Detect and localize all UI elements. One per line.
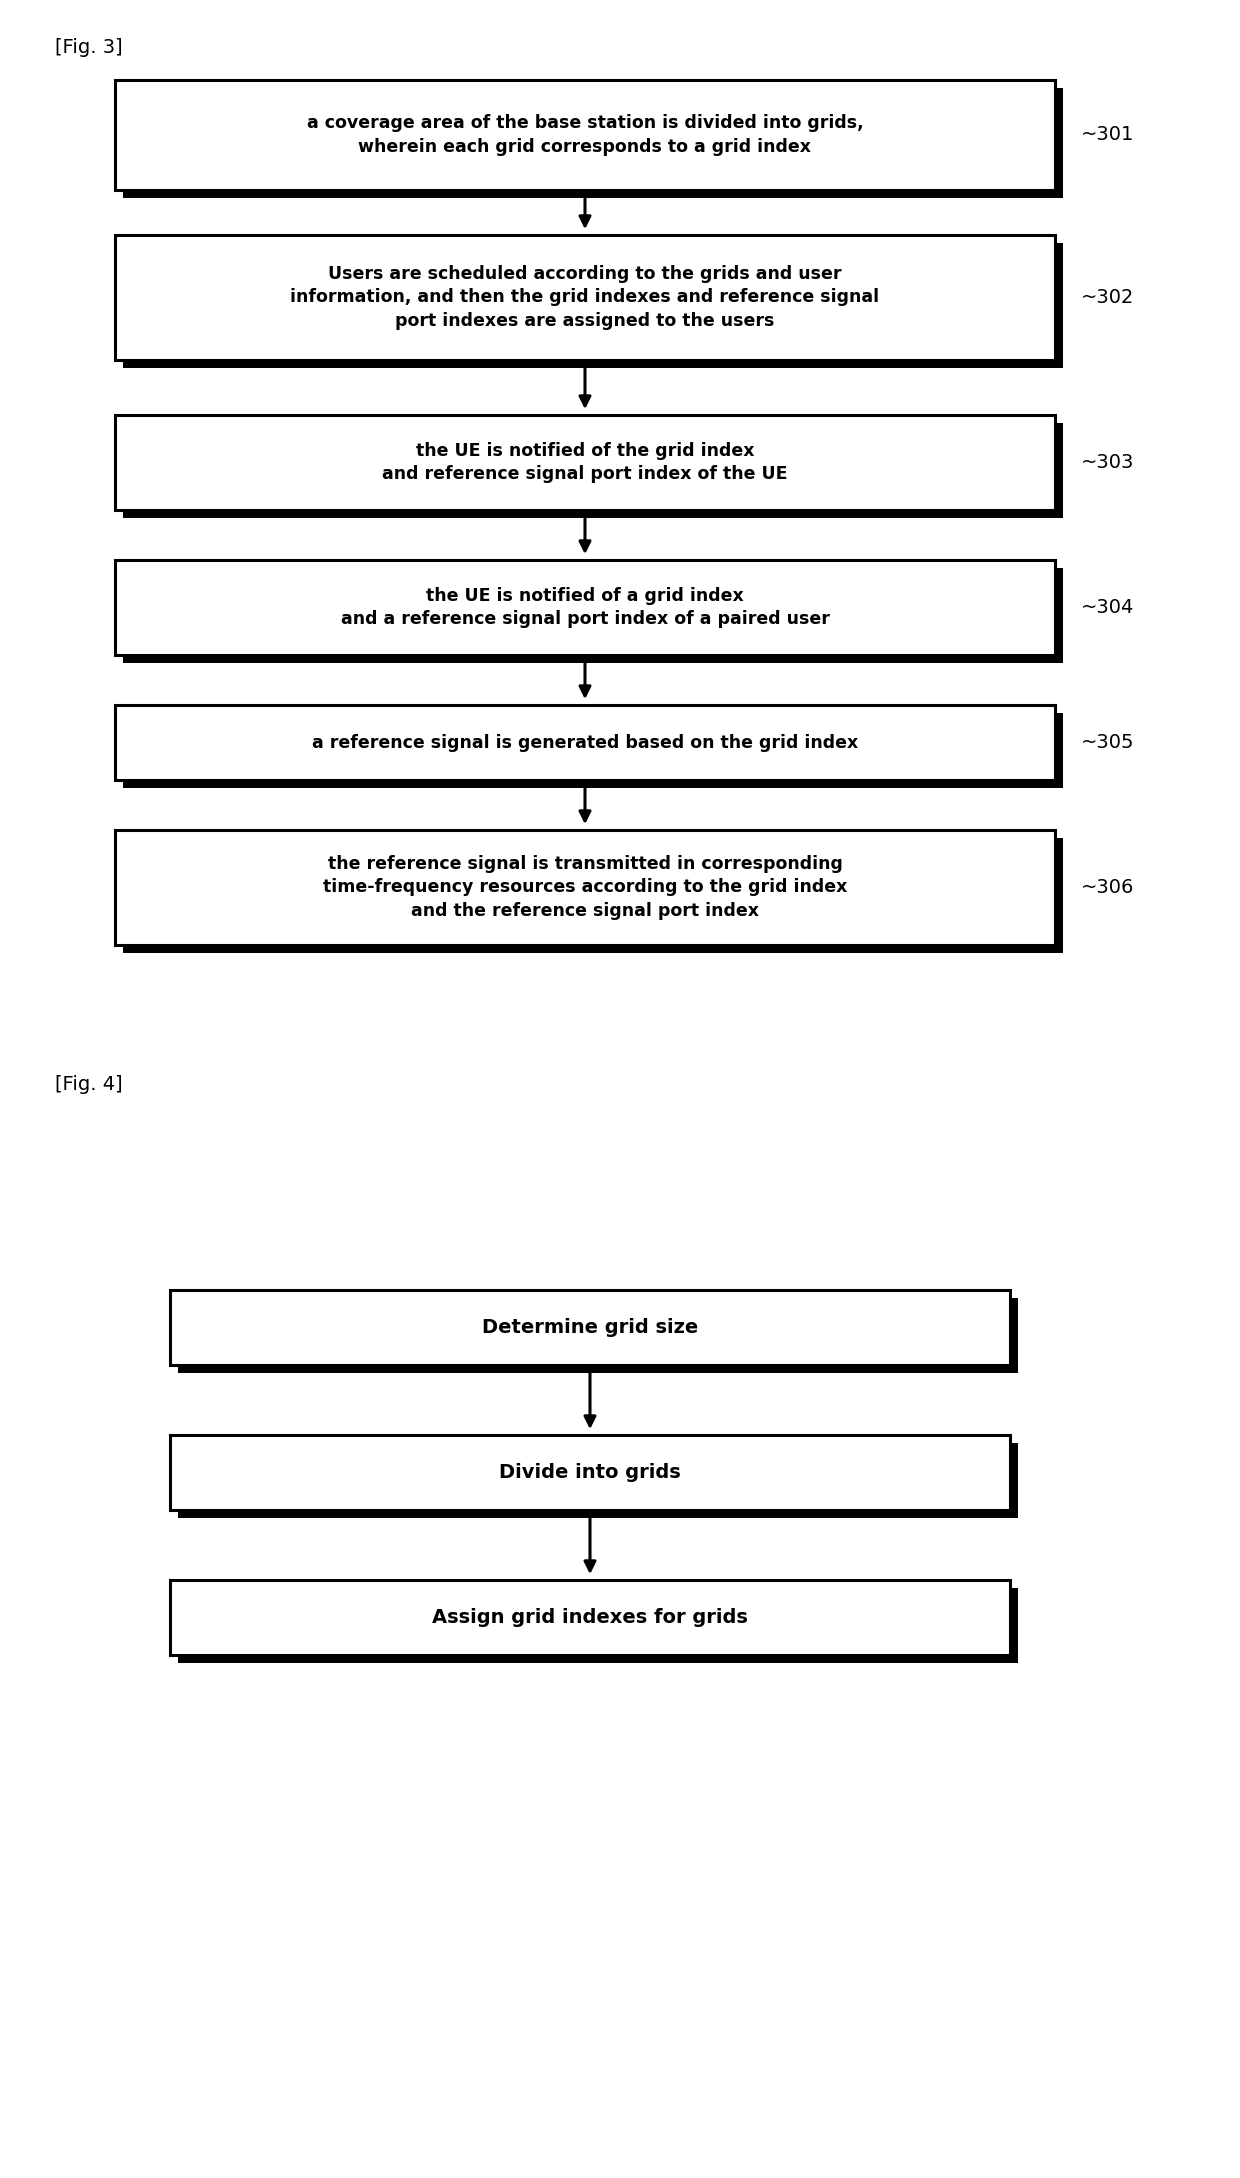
Bar — [170, 1289, 1011, 1366]
Text: the UE is notified of a grid index
and a reference signal port index of a paired: the UE is notified of a grid index and a… — [341, 586, 830, 627]
Bar — [170, 1435, 1011, 1509]
Text: [Fig. 4]: [Fig. 4] — [55, 1076, 123, 1093]
Bar — [123, 87, 1063, 198]
Bar — [179, 1588, 1018, 1664]
Bar — [123, 423, 1063, 518]
Bar — [179, 1298, 1018, 1372]
Text: the reference signal is transmitted in corresponding
time-frequency resources ac: the reference signal is transmitted in c… — [322, 856, 847, 919]
Bar — [115, 235, 1055, 359]
Text: the UE is notified of the grid index
and reference signal port index of the UE: the UE is notified of the grid index and… — [382, 442, 787, 484]
Text: ~303: ~303 — [1081, 453, 1135, 473]
Text: a reference signal is generated based on the grid index: a reference signal is generated based on… — [312, 734, 858, 751]
Text: Assign grid indexes for grids: Assign grid indexes for grids — [432, 1607, 748, 1627]
Text: ~302: ~302 — [1081, 287, 1135, 307]
Text: ~305: ~305 — [1081, 734, 1135, 751]
Text: Users are scheduled according to the grids and user
information, and then the gr: Users are scheduled according to the gri… — [290, 266, 879, 331]
Bar — [123, 568, 1063, 662]
Bar — [123, 712, 1063, 788]
Text: ~304: ~304 — [1081, 599, 1135, 616]
Bar — [115, 706, 1055, 780]
Text: ~301: ~301 — [1081, 126, 1135, 144]
Bar — [179, 1444, 1018, 1518]
Text: Divide into grids: Divide into grids — [500, 1464, 681, 1481]
Text: ~306: ~306 — [1081, 878, 1135, 897]
Bar — [115, 81, 1055, 189]
Text: Determine grid size: Determine grid size — [482, 1318, 698, 1337]
Bar — [170, 1579, 1011, 1655]
Bar — [115, 830, 1055, 945]
Bar — [123, 244, 1063, 368]
Bar — [123, 839, 1063, 954]
Bar — [115, 560, 1055, 656]
Text: [Fig. 3]: [Fig. 3] — [55, 37, 123, 57]
Bar — [115, 416, 1055, 510]
Text: a coverage area of the base station is divided into grids,
wherein each grid cor: a coverage area of the base station is d… — [306, 113, 863, 157]
